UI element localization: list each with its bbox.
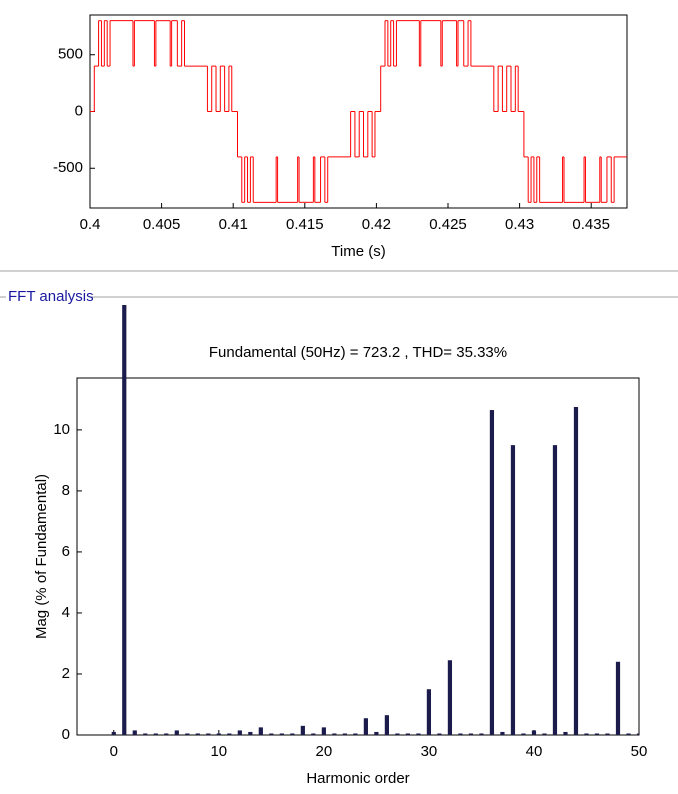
x-tick-label: 10 (210, 743, 227, 760)
x-tick-label: 0.405 (143, 216, 181, 233)
bar (626, 733, 631, 735)
bar (552, 445, 558, 735)
bar (258, 727, 263, 735)
bar (531, 730, 537, 735)
bar (311, 733, 316, 735)
bar (458, 733, 463, 735)
x-tick-label: 30 (421, 743, 438, 760)
bar (395, 733, 400, 735)
bar (237, 730, 242, 735)
bar (521, 733, 526, 735)
bar (447, 660, 453, 735)
x-tick-label: 0.435 (572, 216, 610, 233)
bar (426, 689, 432, 735)
bar (227, 733, 232, 735)
bar (279, 733, 284, 735)
x-tick-label: 0.42 (362, 216, 391, 233)
x-tick-label: 0.425 (429, 216, 467, 233)
bar (153, 733, 158, 735)
bar (332, 733, 337, 735)
y-tick-label: 10 (53, 421, 70, 438)
x-axis-label: Time (s) (331, 243, 385, 260)
bar (615, 661, 621, 735)
bar (195, 733, 200, 735)
bar (479, 733, 484, 735)
bar (216, 733, 221, 735)
x-axis-label: Harmonic order (306, 770, 409, 787)
bar (584, 733, 589, 735)
bar (416, 733, 421, 735)
bar (605, 733, 610, 735)
y-tick-label: 8 (62, 482, 70, 499)
y-tick-label: 0 (62, 726, 70, 743)
x-tick-label: 20 (316, 743, 333, 760)
x-tick-label: 40 (526, 743, 543, 760)
y-tick-label: 4 (62, 604, 70, 621)
x-tick-label: 0.41 (219, 216, 248, 233)
bar (300, 725, 305, 735)
bar (164, 733, 169, 735)
bar (489, 410, 495, 735)
y-tick-label: 6 (62, 543, 70, 560)
bar (500, 731, 505, 735)
bar (122, 305, 127, 735)
bar (321, 727, 326, 735)
bar (405, 733, 410, 735)
x-tick-label: 0.415 (286, 216, 324, 233)
x-tick-label: 0 (110, 743, 118, 760)
bar (594, 733, 600, 735)
bar (636, 733, 639, 735)
bar (353, 733, 358, 735)
x-tick-label: 0.4 (80, 216, 101, 233)
axes-box (76, 377, 640, 736)
bar (468, 733, 474, 735)
x-tick-label: 50 (631, 743, 648, 760)
bar (374, 731, 379, 735)
bar (542, 733, 547, 735)
bar (269, 733, 274, 735)
group-label: FFT analysis (8, 288, 94, 305)
y-tick-label: 500 (58, 46, 83, 63)
bar (111, 731, 116, 735)
bar (185, 733, 190, 735)
bar (132, 730, 137, 735)
bar (290, 733, 295, 735)
bar (510, 445, 516, 735)
bar (384, 715, 389, 735)
y-tick-label: 0 (75, 102, 83, 119)
bar (363, 718, 368, 735)
bar (342, 733, 347, 735)
bar (248, 731, 253, 735)
bar (573, 406, 579, 735)
bar (437, 733, 442, 735)
y-tick-label: -500 (53, 159, 83, 176)
bar (174, 730, 179, 735)
y-tick-label: 2 (62, 665, 70, 682)
bar (563, 731, 568, 735)
chart-title: Fundamental (50Hz) = 723.2 , THD= 35.33% (209, 344, 507, 361)
bar (206, 733, 211, 735)
x-tick-label: 0.43 (505, 216, 534, 233)
y-axis-label: Mag (% of Fundamental) (33, 474, 50, 639)
bar (143, 733, 148, 735)
